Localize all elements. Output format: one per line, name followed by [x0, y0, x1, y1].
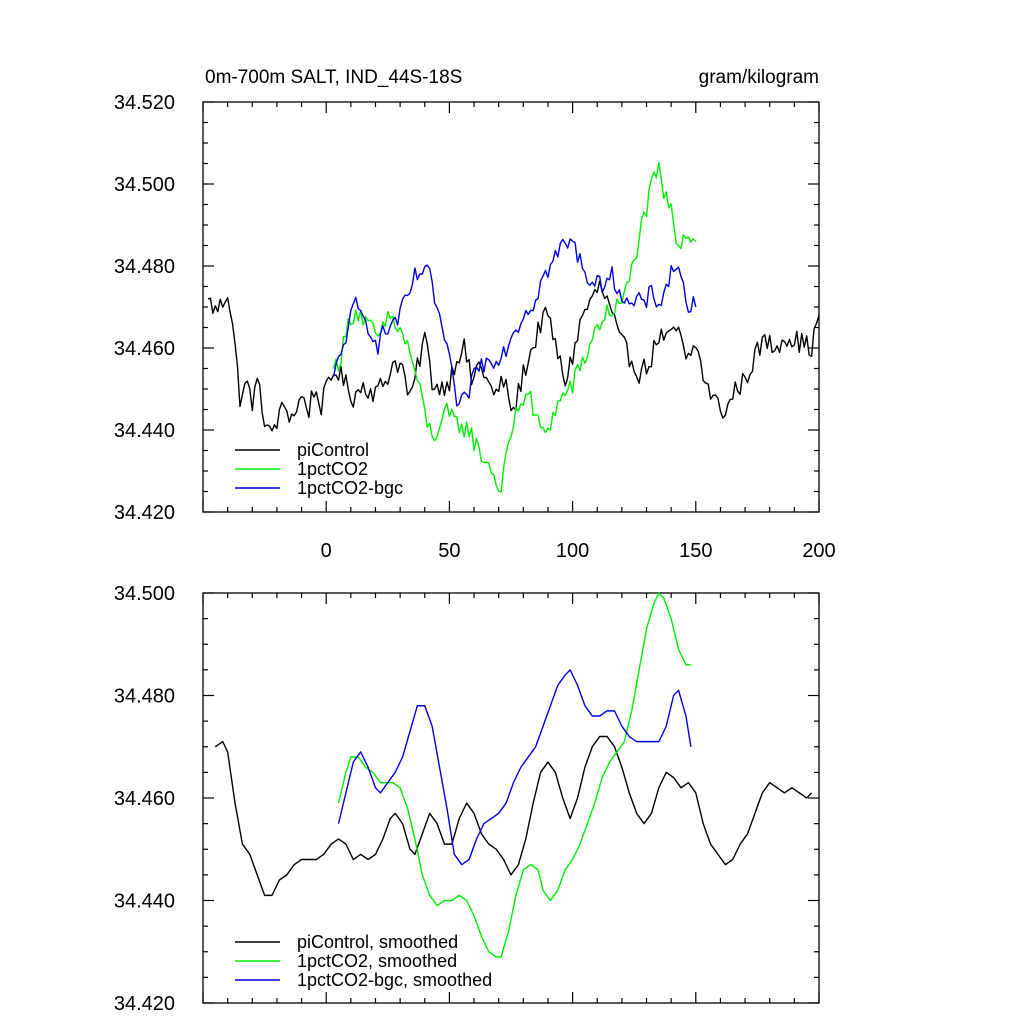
series-line-picontrol	[207, 280, 820, 432]
top-x-tick-labels: 0 50 100 150 200	[321, 540, 836, 562]
bottom-ticks	[202, 592, 820, 1004]
y-tick-label: 34.500	[114, 174, 175, 196]
y-tick-label: 34.440	[114, 891, 175, 913]
top-series-group	[207, 161, 820, 493]
bottom-plot-frame	[202, 592, 820, 1004]
top-title: 0m-700m SALT, IND_44S-18S	[205, 67, 462, 88]
x-tick-label: 100	[556, 540, 589, 562]
y-tick-label: 34.460	[114, 788, 175, 810]
top-ticks	[202, 101, 820, 513]
y-tick-label: 34.420	[114, 993, 175, 1015]
bottom-panel: 34.420 34.440 34.460 34.480 34.500 piControl…	[114, 583, 820, 1015]
series-line-1pctco2-bgc-smoothed	[337, 669, 692, 866]
top-panel: 0m-700m SALT, IND_44S-18S gram/kilogram …	[114, 67, 836, 562]
y-tick-label: 34.500	[114, 583, 175, 605]
series-line-1pctco2	[332, 161, 697, 493]
x-tick-label: 50	[438, 540, 460, 562]
legend-label: 1pctCO2	[297, 459, 368, 479]
y-tick-label: 34.480	[114, 686, 175, 708]
top-y-tick-labels: 34.420 34.440 34.460 34.480 34.500 34.520	[114, 92, 175, 524]
legend-label: piControl	[297, 440, 369, 460]
legend-label: 1pctCO2-bgc, smoothed	[297, 970, 492, 990]
y-tick-label: 34.460	[114, 338, 175, 360]
bottom-y-tick-labels: 34.420 34.440 34.460 34.480 34.500	[114, 583, 175, 1015]
y-tick-label: 34.520	[114, 92, 175, 114]
series-line-1pctco2-bgc	[332, 238, 697, 407]
y-tick-label: 34.420	[114, 502, 175, 524]
top-plot-frame	[202, 101, 820, 513]
top-units: gram/kilogram	[699, 67, 819, 88]
x-tick-label: 200	[802, 540, 835, 562]
legend-label: 1pctCO2, smoothed	[297, 951, 457, 971]
legend-label: piControl, smoothed	[297, 932, 458, 952]
x-tick-label: 0	[321, 540, 332, 562]
series-line-1pctco2-smoothed	[337, 592, 691, 958]
x-tick-label: 150	[679, 540, 712, 562]
series-line-picontrol-smoothed	[214, 735, 813, 897]
y-tick-label: 34.480	[114, 256, 175, 278]
y-tick-label: 34.440	[114, 420, 175, 442]
bottom-series-group	[214, 592, 813, 958]
legend-label: 1pctCO2-bgc	[297, 478, 403, 498]
